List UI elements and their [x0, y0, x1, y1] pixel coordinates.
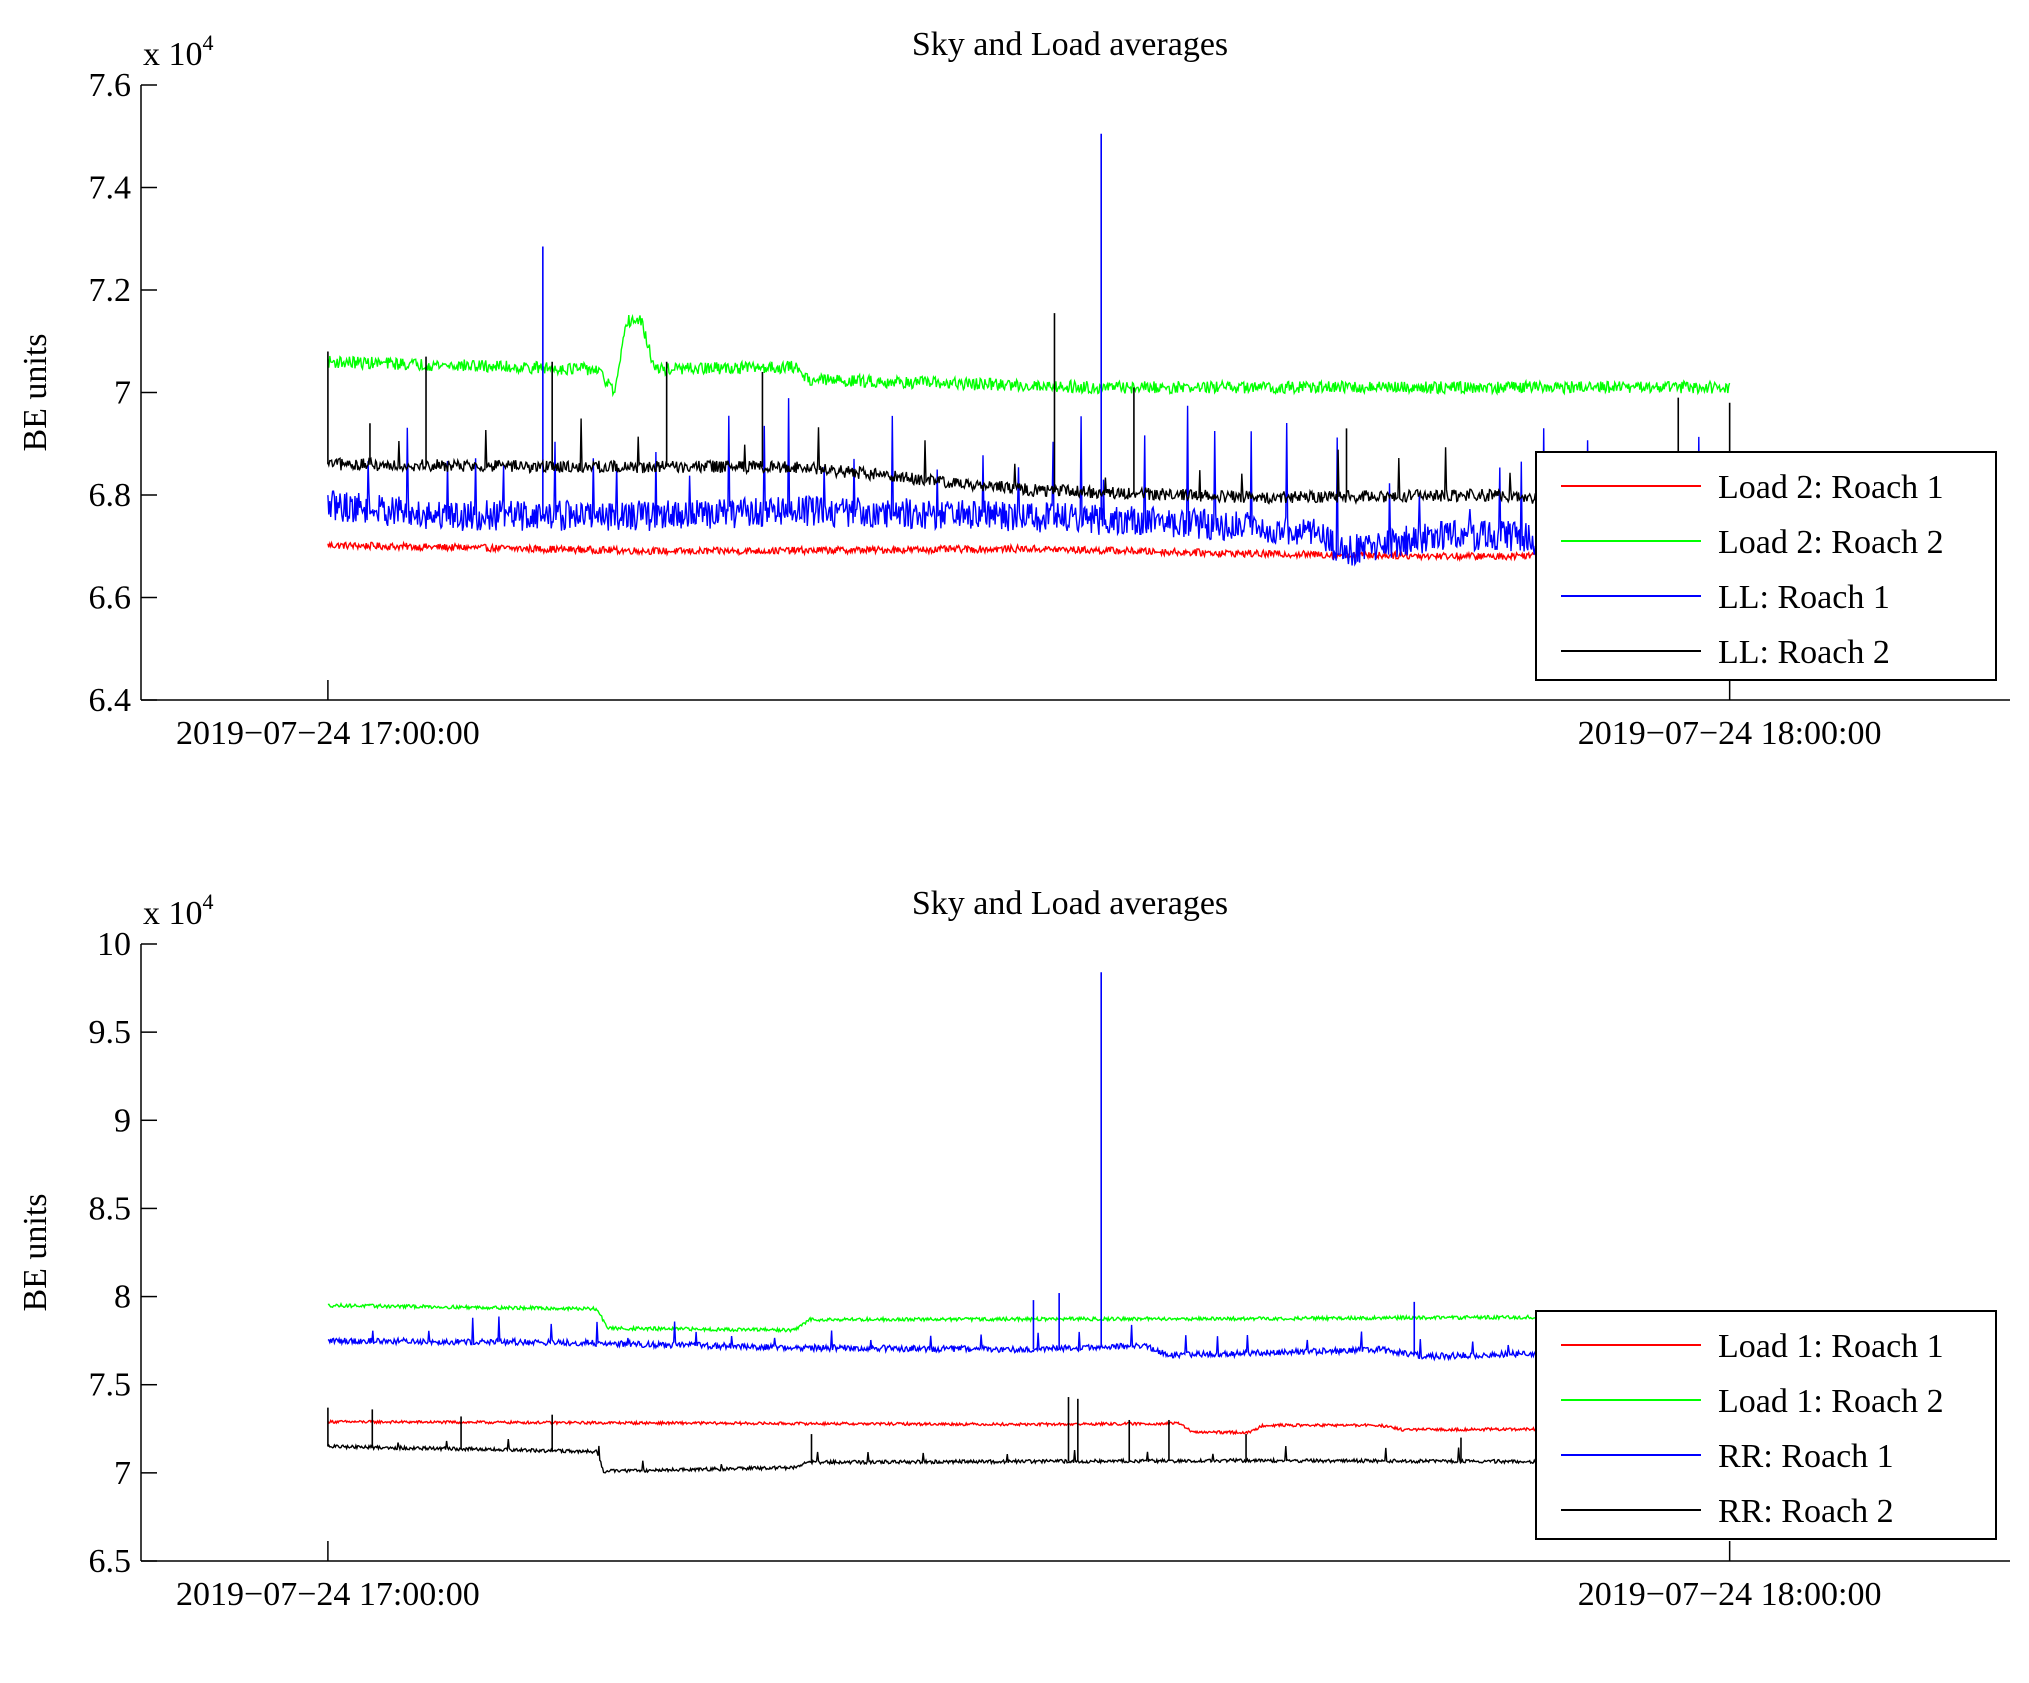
- legend-label-1: Load 2: Roach 1: [1718, 469, 1944, 506]
- legend-box: [1535, 451, 1997, 681]
- y-axis-label: BE units: [17, 1193, 54, 1311]
- axis-multiplier-exponent: 4: [203, 30, 214, 55]
- chart-title: Sky and Load averages: [912, 885, 1228, 922]
- y-tick-label: 7.2: [89, 272, 132, 309]
- legend: Load 1: Roach 1 Load 1: Roach 2 RR: Roach …: [1535, 1310, 1997, 1540]
- chart-panel-1: Sky and Load averages x 104 BE units 6.4 6.6…: [17, 26, 2010, 752]
- y-tick-label: 6.8: [89, 477, 132, 514]
- series-line-4: [327, 418, 1731, 517]
- y-tick-label: 10: [97, 926, 131, 963]
- y-tick-label: 7: [114, 1455, 131, 1492]
- axis-multiplier: x 104: [143, 889, 214, 932]
- axis-multiplier-base: x 10: [143, 895, 203, 932]
- x-tick-label: 2019−07−24 17:00:00: [176, 715, 480, 752]
- series-line-3: [327, 1316, 1731, 1367]
- y-tick-label: 8.5: [89, 1190, 132, 1227]
- series-line-1: [327, 1417, 1731, 1440]
- series-line-2: [327, 1301, 1731, 1334]
- y-tick-label: 9: [114, 1102, 131, 1139]
- y-tick-label: 8: [114, 1279, 131, 1316]
- legend-box: [1535, 1310, 1997, 1540]
- legend-label-4: RR: Roach 2: [1718, 1493, 1894, 1530]
- y-tick-label: 6.4: [89, 682, 132, 719]
- series-line-4: [327, 1439, 1731, 1474]
- axis-multiplier-exponent: 4: [203, 889, 214, 914]
- y-tick-label: 9.5: [89, 1014, 132, 1051]
- y-tick-label: 7.4: [89, 170, 132, 207]
- legend-label-4: LL: Roach 2: [1718, 634, 1890, 671]
- legend-label-1: Load 1: Roach 1: [1718, 1328, 1944, 1365]
- chart-panel-2: Sky and Load averages x 104 BE units 6.5 7 7.…: [17, 885, 2010, 1613]
- y-tick-label: 6.5: [89, 1543, 132, 1580]
- series-line-1: [327, 540, 1731, 562]
- series-line-2: [327, 313, 1731, 398]
- legend-label-3: LL: Roach 1: [1718, 579, 1890, 616]
- legend-label-2: Load 1: Roach 2: [1718, 1383, 1944, 1420]
- axis-multiplier: x 104: [143, 30, 214, 73]
- y-tick-label: 7.5: [89, 1367, 132, 1404]
- y-axis-label: BE units: [17, 333, 54, 451]
- legend-label-2: Load 2: Roach 2: [1718, 524, 1944, 561]
- x-tick-label: 2019−07−24 17:00:00: [176, 1576, 480, 1613]
- y-tick-label: 7: [114, 375, 131, 412]
- x-tick-label: 2019−07−24 18:00:00: [1578, 1576, 1882, 1613]
- legend-label-3: RR: Roach 1: [1718, 1438, 1894, 1475]
- x-tick-label: 2019−07−24 18:00:00: [1578, 715, 1882, 752]
- y-tick-label: 7.6: [89, 67, 132, 104]
- axis-multiplier-base: x 10: [143, 36, 203, 73]
- y-tick-label: 6.6: [89, 580, 132, 617]
- chart-title: Sky and Load averages: [912, 26, 1228, 63]
- series-line-3: [327, 398, 1730, 567]
- legend: Load 2: Roach 1 Load 2: Roach 2 LL: Roach …: [1535, 451, 1997, 681]
